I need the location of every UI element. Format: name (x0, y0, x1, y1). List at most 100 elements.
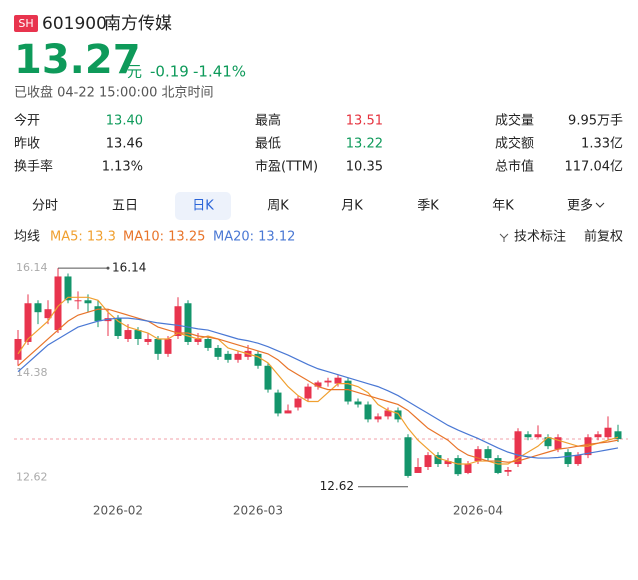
max-dot (106, 266, 110, 270)
candle-body (24, 303, 32, 342)
candle-body (444, 461, 452, 465)
candle-body (294, 398, 302, 408)
stat-label: 昨收 (14, 137, 40, 152)
candle-body (64, 276, 72, 301)
candle-body (374, 416, 382, 420)
candle-body (574, 455, 582, 465)
candle-body (424, 455, 432, 468)
x-tick-label: 2026-03 (233, 504, 283, 518)
ma-line (17, 308, 619, 463)
stat-label: 市盈(TTM) (255, 159, 318, 175)
candle-body (494, 458, 502, 473)
candle-body (434, 455, 442, 465)
tab[interactable]: 更多 (567, 198, 593, 214)
legend-entry: MA10: 13.25 (123, 230, 205, 245)
exchange-badge (14, 15, 38, 32)
candle-body (214, 347, 222, 357)
candle-body (154, 338, 162, 354)
candle-body (594, 434, 602, 438)
candle-body (554, 437, 562, 450)
stat-value: 9.95万手 (568, 114, 623, 129)
tabs: 分时 五日 日K 周K 月K 季K 年K 更多 (32, 192, 605, 220)
candle-body (454, 458, 462, 475)
stat-value: 13.22 (346, 137, 383, 152)
tab[interactable]: 周K (267, 199, 289, 214)
candle-body (534, 434, 542, 438)
price: 13.27 (14, 37, 141, 83)
ma-line (17, 296, 619, 465)
candle-body (314, 382, 322, 387)
stat-label: 最低 (255, 137, 281, 152)
stat-label: 成交额 (495, 136, 534, 152)
candle-body (194, 338, 202, 342)
candle-body (524, 434, 532, 438)
candle-body (114, 318, 122, 337)
candle-body (34, 303, 42, 313)
candle-body (14, 338, 22, 360)
tab[interactable]: 月K (341, 199, 363, 214)
candle-body (324, 380, 332, 383)
min-label: 12.62 (320, 479, 354, 493)
x-tick-label: 2026-04 (453, 504, 503, 518)
tab-active-bg (175, 192, 231, 220)
candle-body (44, 309, 52, 319)
candle-body (384, 410, 392, 417)
candle-body (144, 338, 152, 342)
candle-body (404, 437, 412, 476)
candle-body (504, 469, 512, 472)
candle-body (84, 300, 92, 304)
candle-body (394, 410, 402, 420)
candle-body (564, 452, 572, 465)
tab[interactable]: 分时 (32, 199, 58, 214)
stat-label: 换手率 (14, 159, 53, 175)
tab[interactable]: 日K (192, 199, 214, 214)
tab[interactable]: 年K (492, 199, 514, 214)
price-unit: 元 (127, 63, 142, 81)
chevron (595, 202, 605, 208)
stat-value: 10.35 (346, 160, 383, 175)
tool[interactable]: 技术标注 (514, 230, 566, 245)
candle-body (124, 330, 132, 339)
tab[interactable]: 五日 (112, 199, 138, 214)
candle-body (284, 410, 292, 414)
candle-body (604, 427, 612, 438)
candle-body (614, 431, 622, 440)
candle-body (334, 377, 342, 384)
tool[interactable]: 前复权 (584, 229, 623, 245)
exchange: SH (18, 17, 33, 30)
candle-body (514, 431, 522, 465)
y-tick-label: 16.14 (16, 261, 48, 274)
candle-body (344, 380, 352, 402)
candle-body (174, 306, 182, 337)
stat-value: 13.46 (106, 137, 143, 152)
stat-value: 1.13% (102, 160, 143, 175)
chart: MA5: 13.3 MA10: 13.25 MA20: 13.12 16.14 14.3… (14, 230, 628, 518)
candle-body (304, 386, 312, 399)
stock-name: 南方传媒 (104, 14, 172, 34)
candle-body (224, 353, 232, 360)
stat-value: 13.40 (106, 114, 143, 129)
y-tick-label: 12.62 (16, 471, 48, 484)
candle-body (264, 365, 272, 390)
legend-entry: MA20: 13.12 (213, 230, 295, 245)
x-tick-label: 2026-02 (93, 504, 143, 518)
candle-body (134, 330, 142, 339)
candle-body (414, 467, 422, 473)
candle-body (464, 464, 472, 473)
candle-body (164, 338, 172, 354)
stat-value: 13.51 (346, 114, 383, 129)
change: -0.19 (150, 63, 189, 81)
candle-body (484, 449, 492, 459)
stat-value: 117.04亿 (565, 160, 624, 175)
candle-body (544, 437, 552, 447)
candle-body (204, 338, 212, 348)
stat-label: 最高 (255, 113, 281, 129)
tab[interactable]: 季K (417, 199, 439, 214)
candle-body (94, 306, 102, 322)
candle-body (274, 392, 282, 414)
stat-value: 1.33亿 (581, 137, 623, 152)
max-label: 16.14 (112, 261, 146, 275)
legend-entry: MA5: 13.3 (50, 230, 116, 245)
